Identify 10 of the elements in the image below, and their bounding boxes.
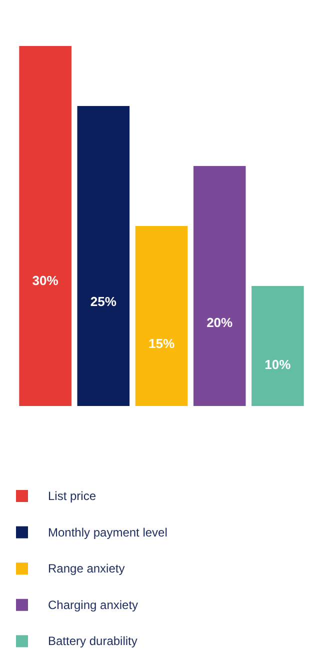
- data-label: 25%: [90, 294, 117, 309]
- data-label: 20%: [206, 315, 234, 330]
- data-label: 30%: [32, 273, 59, 288]
- legend-label: Battery durability: [48, 634, 138, 648]
- legend-label: Monthly payment level: [48, 525, 168, 540]
- data-label: 15%: [148, 336, 175, 351]
- data-label: 10%: [264, 357, 292, 372]
- legend-label: List price: [48, 489, 96, 503]
- legend-label: Charging anxiety: [48, 598, 138, 612]
- legend-label: Range anxiety: [48, 562, 125, 576]
